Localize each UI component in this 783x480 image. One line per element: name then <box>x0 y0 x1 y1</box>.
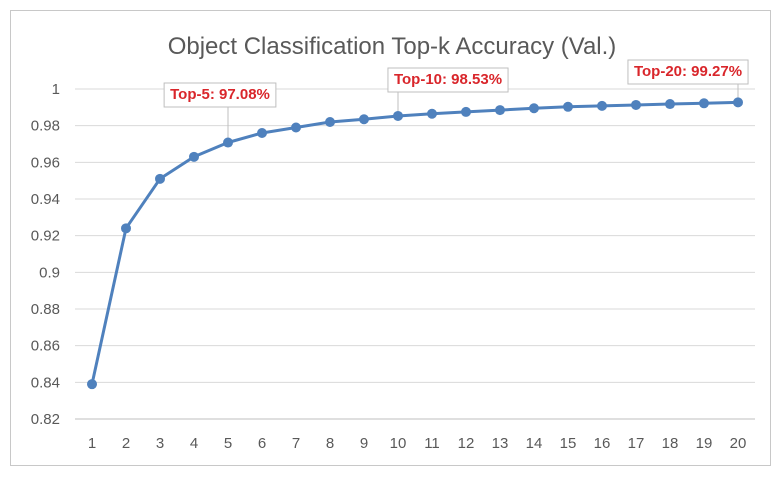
annotation: Top-5: 97.08% <box>163 82 277 139</box>
annotation-box <box>627 59 749 85</box>
x-tick-label: 15 <box>560 435 577 452</box>
y-tick-label: 0.86 <box>31 338 60 355</box>
annotation-label: Top-5: 97.08% <box>170 86 270 103</box>
annotation-label: Top-10: 98.53% <box>394 71 502 88</box>
data-point <box>87 379 97 390</box>
data-point <box>495 105 505 116</box>
y-tick-label: 0.82 <box>31 411 60 428</box>
data-point <box>665 99 675 110</box>
y-tick-labels: 0.82 0.84 0.86 0.88 0.9 0.92 0.94 0.96 0.98 1 <box>31 81 60 428</box>
gridlines <box>75 88 755 420</box>
data-point <box>563 101 573 112</box>
x-tick-label: 4 <box>190 435 198 452</box>
x-tick-label: 19 <box>696 435 713 452</box>
data-point <box>699 98 709 109</box>
data-point <box>223 137 233 148</box>
data-point <box>529 103 539 114</box>
x-tick-label: 3 <box>156 435 164 452</box>
x-tick-label: 12 <box>458 435 475 452</box>
x-tick-label: 13 <box>492 435 509 452</box>
annotation-label: Top-20: 99.27% <box>634 63 742 80</box>
y-tick-label: 0.88 <box>31 301 60 318</box>
data-point <box>597 100 607 111</box>
series <box>87 97 743 390</box>
x-tick-label: 14 <box>526 435 543 452</box>
x-tick-label: 2 <box>122 435 130 452</box>
y-tick-label: 0.84 <box>31 374 60 391</box>
data-point <box>359 114 369 125</box>
y-tick-label: 0.92 <box>31 228 60 245</box>
x-tick-label: 17 <box>628 435 645 452</box>
y-tick-label: 0.9 <box>39 264 60 281</box>
data-point <box>291 122 301 133</box>
x-tick-label: 16 <box>594 435 611 452</box>
annotation: Top-10: 98.53% <box>387 67 509 112</box>
data-point <box>393 110 403 121</box>
y-tick-label: 0.98 <box>31 118 60 135</box>
x-tick-label: 6 <box>258 435 266 452</box>
annotation: Top-20: 99.27% <box>627 59 749 99</box>
series-line <box>90 100 739 385</box>
data-point <box>325 117 335 127</box>
x-tick-label: 20 <box>730 435 747 452</box>
x-tick-label: 10 <box>390 435 407 452</box>
y-tick-label: 0.96 <box>31 154 60 171</box>
annotation-box <box>387 67 509 93</box>
x-tick-label: 9 <box>360 435 368 452</box>
data-point <box>733 97 743 108</box>
y-tick-label: 0.94 <box>31 191 60 208</box>
x-tick-label: 11 <box>424 435 440 452</box>
data-point <box>257 128 267 138</box>
annotation-box <box>163 82 277 108</box>
data-point <box>461 106 471 117</box>
x-tick-label: 8 <box>326 435 334 452</box>
chart-title: Object Classification Top-k Accuracy (Va… <box>168 33 617 60</box>
data-point <box>631 99 641 110</box>
x-tick-label: 18 <box>662 435 679 452</box>
x-tick-labels: 1 2 3 4 5 6 7 8 9 10 11 12 13 14 15 16 17 18 19 20 <box>88 435 747 452</box>
annotations: Top-5: 97.08% Top-10: 98.53% Top-20: 99.27… <box>163 59 749 139</box>
data-point <box>155 173 165 184</box>
data-point <box>427 108 437 119</box>
y-tick-label: 1 <box>52 81 60 98</box>
x-tick-label: 5 <box>224 435 232 452</box>
data-point <box>121 223 131 234</box>
x-tick-label: 7 <box>292 435 300 452</box>
data-point <box>189 151 199 162</box>
x-tick-label: 1 <box>88 435 96 452</box>
